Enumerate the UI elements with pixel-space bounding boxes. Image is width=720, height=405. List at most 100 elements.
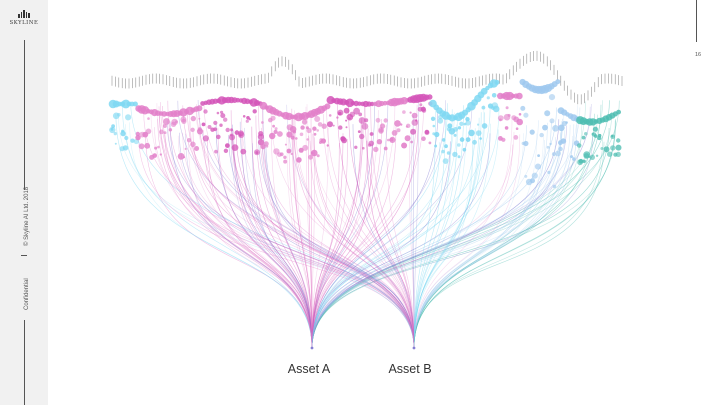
property-dot [190,141,196,148]
link-curve [413,124,571,349]
link-curve [138,134,415,349]
property-dot [324,103,331,110]
link-curve [167,100,313,349]
property-dot [520,105,526,111]
property-dot [163,131,167,135]
link-curve [293,129,415,349]
property-dot [163,118,170,125]
property-dot [437,118,444,124]
property-dot [544,110,551,117]
property-dot [610,134,615,139]
property-dot [593,134,598,138]
link-curve [413,123,491,349]
property-dot [286,131,293,138]
property-dot [311,149,318,157]
property-dot [523,140,529,147]
link-curve [311,131,515,349]
property-dot [583,153,590,159]
link-curve [413,133,524,349]
property-dot [378,127,384,133]
property-dot [396,128,401,133]
property-dot [114,142,117,145]
property-dot [442,158,449,165]
property-dot [190,127,195,132]
property-dot [424,130,430,136]
property-dot [338,125,343,130]
property-dot [130,138,135,143]
property-dot [120,130,126,137]
property-dot [317,122,323,127]
link-curve [129,122,313,349]
link-curve [366,140,415,349]
property-dot [524,174,528,178]
link-curve [409,134,415,349]
link-curve [179,132,415,349]
property-dot [400,123,403,126]
property-dot [391,130,398,136]
link-curve [244,127,313,349]
property-dot [453,126,458,132]
link-curve [262,105,313,349]
property-dot [337,109,344,116]
link-curve [311,105,424,349]
property-dot [491,93,497,98]
property-dot [340,136,345,141]
property-dot [154,146,158,150]
link-curve [311,144,373,349]
link-curve [311,141,458,349]
link-curve [311,100,620,349]
property-dot [560,138,566,144]
property-dot [504,126,509,130]
property-dot [203,109,208,114]
property-dot [159,153,162,156]
link-curve [313,130,415,349]
property-dot [589,154,595,160]
link-curve [197,99,415,349]
link-curve [312,133,415,349]
property-dot [292,130,297,134]
link-curve [232,133,313,349]
property-dot [220,113,226,119]
property-dot [368,140,375,147]
link-curve [166,120,415,349]
link-curve [311,132,561,349]
link-curve [252,143,313,349]
link-curve [413,130,562,349]
property-dot [310,346,314,350]
property-dot [358,112,363,117]
property-dot [434,144,438,148]
property-dot [481,105,486,110]
property-dot [430,116,436,122]
property-dot [345,119,348,122]
property-dot [132,101,138,107]
property-dot [383,146,388,151]
link-curve [413,101,419,349]
property-dot [373,146,379,153]
property-dot [410,128,417,135]
property-dot [161,111,167,117]
link-curve [311,127,610,349]
property-dot [358,117,366,124]
link-curve [311,133,344,349]
link-curve [311,137,556,349]
link-curve [159,113,313,349]
property-dot [389,137,394,142]
property-dot [472,139,477,145]
property-dot [290,152,293,156]
property-dot [603,146,610,153]
link-curve [413,105,464,349]
property-dot [441,138,446,142]
property-dot [302,144,309,151]
property-dot [147,117,150,120]
property-dot [552,125,559,132]
link-curve [311,124,457,349]
property-dot [121,99,131,109]
link-curve [311,128,476,349]
property-dot [242,115,246,118]
link-curve [311,138,348,349]
property-dot [415,119,418,122]
link-curve [352,124,415,349]
property-dot [274,127,278,131]
link-curve [271,127,313,349]
property-dot [219,123,223,127]
